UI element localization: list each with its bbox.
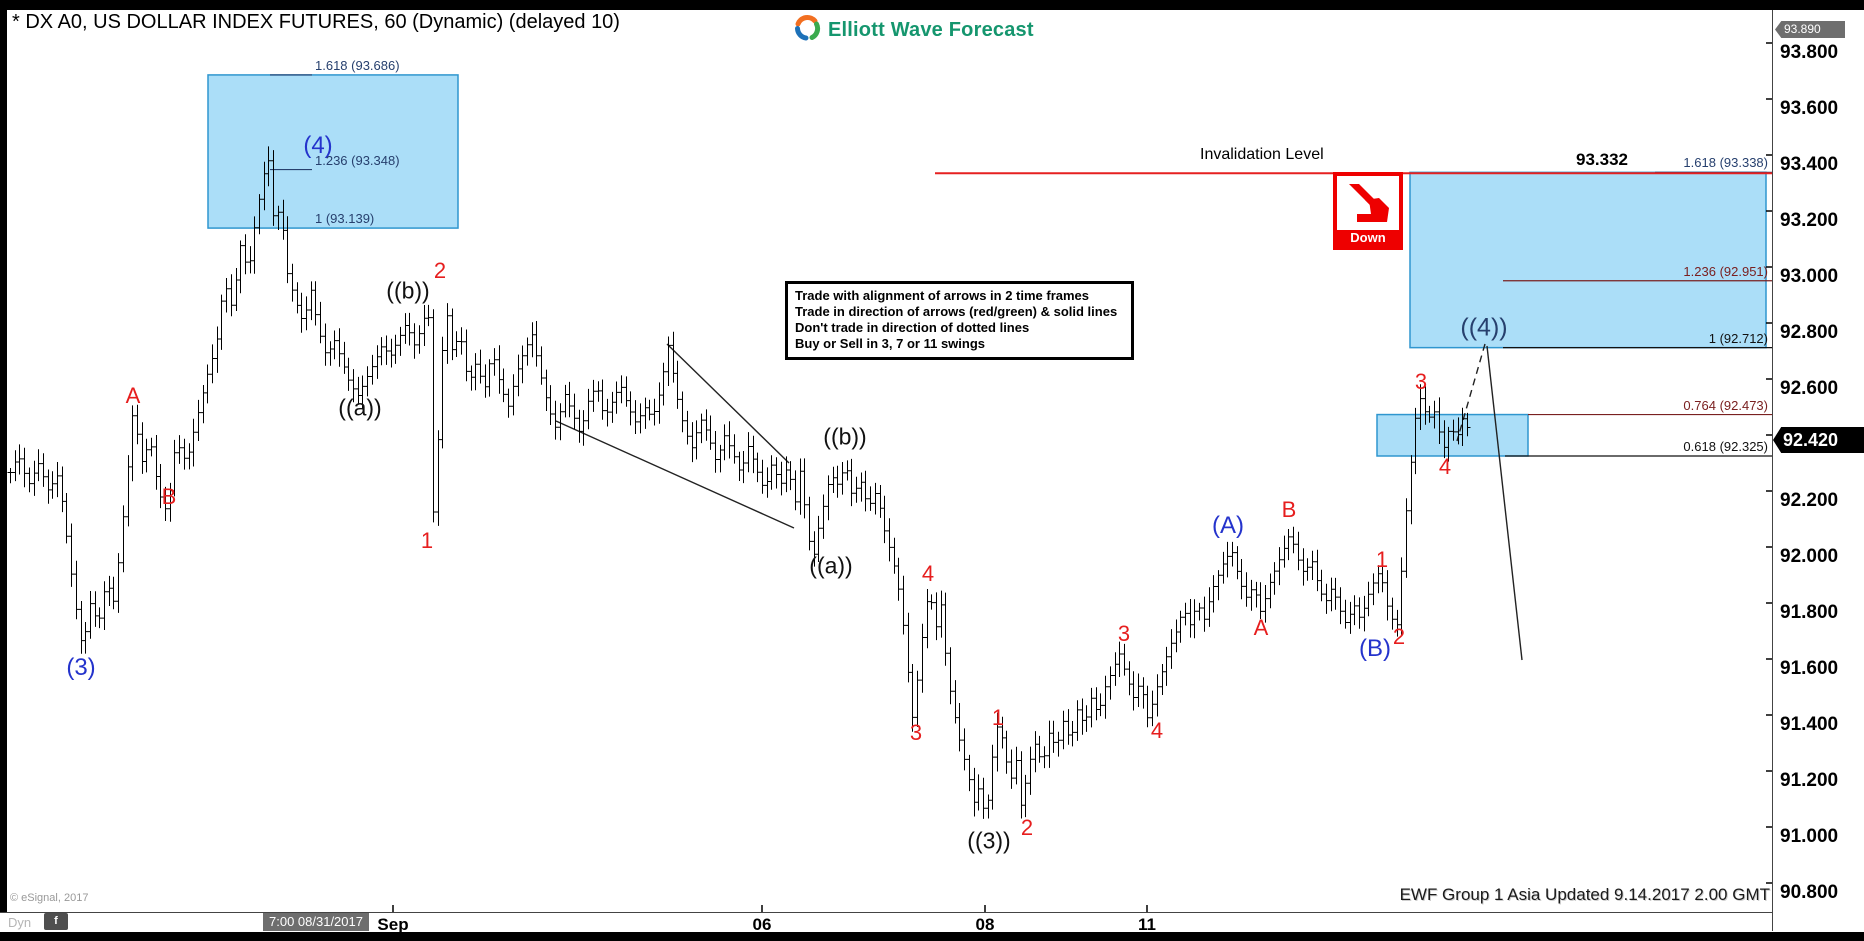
bar-date-tag: 7:00 08/31/2017	[263, 913, 369, 931]
dashed-line-wave4-pointer	[1456, 343, 1486, 442]
fib-level-label: 1 (92.712)	[1708, 330, 1768, 346]
fib-level-label: 1.236 (93.348)	[315, 152, 400, 168]
time-tick-label-11[interactable]: 11	[1138, 915, 1156, 934]
trend-line-wedge-lower	[555, 420, 795, 529]
price-tick-label: 91.800	[1780, 602, 1839, 623]
invalidation-price-label: 93.332	[1576, 150, 1628, 169]
fib-level-label: 1.236 (92.951)	[1683, 263, 1768, 279]
wave-label-B: (B)	[1359, 635, 1391, 662]
fib-zone-pullback-zone[interactable]	[1376, 413, 1529, 457]
wave-label-a: ((a))	[809, 552, 853, 579]
left-border	[0, 10, 7, 912]
data-lock-icon[interactable]: f	[44, 913, 68, 930]
wave-label-3: 3	[1414, 369, 1428, 394]
wave-label-2: 2	[1392, 624, 1406, 649]
chart-title: * DX A0, US DOLLAR INDEX FUTURES, 60 (Dy…	[12, 11, 620, 33]
ohlc-bars	[7, 146, 1471, 819]
price-tick-label: 91.000	[1780, 826, 1839, 847]
bottom-black-bar	[0, 932, 1864, 941]
wave-label-2: 2	[433, 258, 447, 283]
ewf-credit-text: EWF Group 1 Asia Updated 9.14.2017 2.00 …	[1399, 885, 1770, 904]
esignal-copyright: © eSignal, 2017	[10, 892, 89, 904]
wave-label-b: ((b))	[386, 277, 430, 304]
dyn-mode-label[interactable]: Dyn	[8, 915, 32, 930]
fib-level-label: 1 (93.139)	[315, 211, 375, 227]
last-price-tag: 92.420	[1773, 427, 1864, 453]
trend-line-projection-solid	[1486, 345, 1523, 661]
down-arrow-icon	[1337, 176, 1399, 230]
session-high-tag: 93.890	[1775, 21, 1845, 38]
price-tick-label: 91.400	[1780, 714, 1839, 735]
price-tick-label: 93.800	[1780, 42, 1839, 63]
fib-level-label: 1.618 (93.338)	[1683, 155, 1768, 171]
price-tick-label: 93.000	[1780, 266, 1839, 287]
fib-level-label: 0.764 (92.473)	[1683, 397, 1768, 413]
wave-label-a: ((a))	[338, 394, 382, 421]
price-tick-label: 90.800	[1780, 882, 1839, 903]
logo-swirl-icon	[793, 14, 821, 47]
wave-label-4: 4	[921, 561, 935, 586]
rule-line: Don't trade in direction of dotted lines	[795, 320, 1030, 335]
wave-label-1: 1	[420, 528, 434, 553]
fib-zone-wave4-target-aug[interactable]	[207, 74, 459, 229]
wave-label-1: 1	[1375, 547, 1389, 572]
logo-text: Elliott Wave Forecast	[828, 19, 1034, 41]
trend-direction-badge: Down	[1333, 172, 1403, 250]
rule-line: Trade in direction of arrows (red/green)…	[795, 304, 1118, 319]
wave-label-A: (A)	[1212, 512, 1244, 539]
wave-label-3: 3	[909, 720, 923, 745]
trading-rules-box: Trade with alignment of arrows in 2 time…	[785, 281, 1134, 360]
wave-label-3: ((3))	[967, 827, 1011, 854]
rule-line: Buy or Sell in 3, 7 or 11 swings	[795, 336, 986, 351]
wave-label-A: A	[125, 383, 141, 408]
down-label: Down	[1350, 230, 1386, 245]
price-tick-label: 93.600	[1780, 98, 1839, 119]
rule-line: Trade with alignment of arrows in 2 time…	[795, 288, 1090, 303]
wave-label-3: (3)	[66, 654, 96, 681]
wave-label-b: ((b))	[823, 423, 867, 450]
fib-level-label: 1.618 (93.686)	[315, 57, 400, 73]
time-tick-label-08[interactable]: 08	[975, 915, 995, 934]
price-tick-label: 91.200	[1780, 770, 1839, 791]
price-tick-label: 91.600	[1780, 658, 1839, 679]
wave-label-4: ((4))	[1460, 313, 1508, 342]
price-tick-label: 92.200	[1780, 490, 1839, 511]
top-black-bar	[0, 0, 1864, 10]
wave-label-A: A	[1253, 615, 1269, 640]
price-tick-label: 93.400	[1780, 154, 1839, 175]
time-tick-label-06[interactable]: 06	[752, 915, 772, 934]
wave-label-2: 2	[1020, 815, 1034, 840]
time-tick-label-Sep[interactable]: Sep	[377, 915, 409, 934]
elliott-wave-forecast-logo: Elliott Wave Forecast	[793, 14, 1034, 47]
price-axis[interactable]: 93.800 93.600 93.400 93.200 93.000 92.800 92.6…	[1773, 10, 1864, 932]
wave-label-4: (4)	[303, 132, 333, 159]
wave-label-4: 4	[1150, 718, 1164, 743]
wave-label-B: B	[1281, 497, 1297, 522]
fib-level-label: 0.618 (92.325)	[1683, 439, 1768, 454]
wave-label-3: 3	[1117, 621, 1131, 646]
wave-label-1: 1	[991, 705, 1005, 730]
wave-label-B: B	[161, 484, 177, 509]
invalidation-level-label: Invalidation Level	[1200, 146, 1324, 163]
price-tick-label: 92.800	[1780, 322, 1839, 343]
price-tick-label: 92.600	[1780, 378, 1839, 399]
wave-label-4: 4	[1438, 454, 1452, 479]
fib-zone-wave4-target-sep[interactable]	[1409, 171, 1767, 349]
price-tick-label: 92.000	[1780, 546, 1839, 567]
price-tick-label: 93.200	[1780, 210, 1839, 231]
trend-line-wedge-upper	[666, 343, 790, 464]
